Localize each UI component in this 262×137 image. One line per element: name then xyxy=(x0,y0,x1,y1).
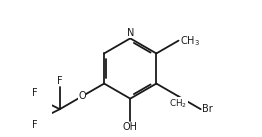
Text: N: N xyxy=(127,28,134,38)
Text: CH$_2$: CH$_2$ xyxy=(170,97,188,110)
Text: CH$_3$: CH$_3$ xyxy=(180,34,200,48)
Text: F: F xyxy=(57,76,63,86)
Text: Br: Br xyxy=(202,104,213,114)
Text: O: O xyxy=(78,91,86,101)
Text: F: F xyxy=(32,88,38,98)
Text: F: F xyxy=(32,120,38,130)
Text: OH: OH xyxy=(123,122,138,132)
